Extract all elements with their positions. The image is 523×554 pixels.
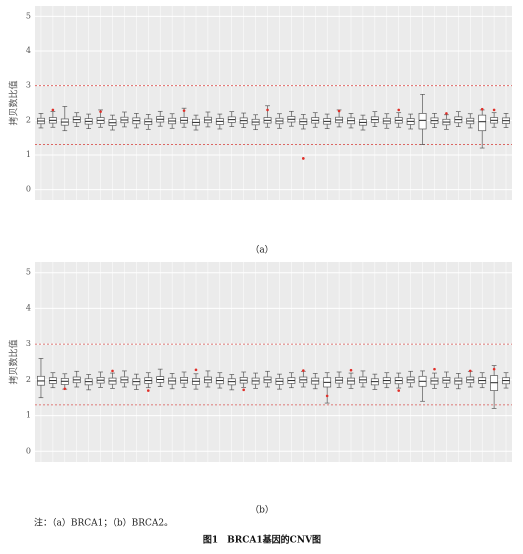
y-tick-label: 3 — [26, 81, 31, 90]
caption: （b） — [250, 505, 274, 516]
outlier — [433, 367, 436, 371]
outlier — [492, 108, 496, 112]
outlier — [337, 109, 341, 113]
outlier — [63, 387, 67, 391]
outlier — [445, 112, 448, 115]
y-tick-label: 5 — [26, 268, 31, 277]
panel — [35, 262, 512, 462]
figure-title: 图1 BRCA1基因的CNV图 — [203, 534, 321, 546]
outlier — [146, 389, 150, 392]
box — [478, 114, 487, 132]
y-tick-label: 5 — [26, 11, 31, 20]
outlier — [266, 108, 269, 112]
box — [418, 113, 427, 130]
y-tick-label: 4 — [26, 46, 31, 55]
outlier — [349, 368, 353, 372]
y-tick-label: 2 — [26, 375, 31, 384]
y-tick-label: 1 — [26, 150, 31, 159]
outlier — [99, 110, 102, 113]
outlier — [111, 369, 114, 373]
outlier — [302, 157, 305, 160]
y-axis-label: 拷贝数比值 — [8, 80, 20, 125]
outlier — [397, 389, 401, 392]
outlier — [194, 368, 198, 372]
outlier — [325, 394, 329, 398]
caption: （a） — [250, 245, 273, 256]
y-axis-label: 拷贝数比值 — [8, 339, 20, 384]
outlier — [242, 388, 245, 392]
outlier — [302, 369, 305, 372]
outlier — [397, 108, 401, 112]
outlier — [182, 109, 186, 112]
y-tick-label: 4 — [26, 303, 31, 312]
y-tick-label: 1 — [26, 411, 31, 420]
y-tick-label: 3 — [26, 339, 31, 348]
y-tick-label: 0 — [26, 446, 31, 455]
outlier — [468, 369, 472, 373]
panel — [35, 6, 512, 200]
y-tick-label: 0 — [26, 185, 31, 194]
outlier — [51, 108, 55, 112]
y-tick-label: 2 — [26, 115, 31, 124]
outlier — [480, 107, 484, 111]
note: 注：（a）BRCA1；（b）BRCA2。 — [34, 517, 173, 529]
outlier — [492, 367, 496, 371]
